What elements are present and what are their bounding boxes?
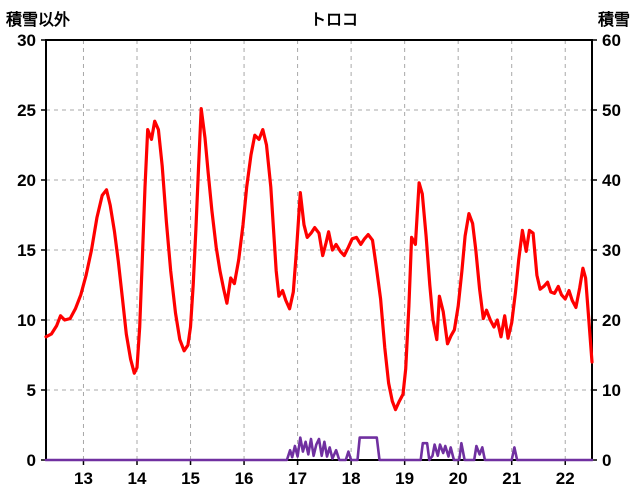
right-axis-tick-label: 20 <box>602 311 621 330</box>
x-axis-tick-label: 20 <box>449 469 468 488</box>
x-axis-tick-label: 16 <box>235 469 254 488</box>
right-axis-tick-label: 40 <box>602 171 621 190</box>
left-axis-tick-label: 10 <box>17 311 36 330</box>
left-axis-title: 積雪以外 <box>6 12 71 29</box>
right-axis-tick-label: 60 <box>602 31 621 50</box>
x-axis-tick-label: 22 <box>556 469 575 488</box>
chart-title: トロコ <box>309 12 358 29</box>
x-axis-tick-label: 17 <box>288 469 307 488</box>
right-axis-title: 積雪 <box>597 12 630 29</box>
left-axis-tick-label: 5 <box>27 381 36 400</box>
x-axis-tick-label: 14 <box>128 469 147 488</box>
left-axis-tick-label: 0 <box>27 451 36 470</box>
plot-frame <box>45 39 593 461</box>
right-axis-tick-label: 50 <box>602 101 621 120</box>
chart-header: 積雪以外 トロコ 積雪 <box>0 6 636 30</box>
x-axis-tick-label: 21 <box>502 469 521 488</box>
left-axis-tick-label: 25 <box>17 101 36 120</box>
right-axis-tick-label: 30 <box>602 241 621 260</box>
x-axis-tick-label: 18 <box>342 469 361 488</box>
series-line-main <box>44 106 594 412</box>
series-line-snow <box>44 436 594 462</box>
left-axis-tick-label: 30 <box>17 31 36 50</box>
right-axis-tick-label: 10 <box>602 381 621 400</box>
left-axis-tick-label: 20 <box>17 171 36 190</box>
x-axis-tick-label: 13 <box>74 469 93 488</box>
right-axis-tick-label: 0 <box>602 451 611 470</box>
axis-tick-labels: 0 5 10 15 20 25 30 0 10 20 30 40 50 60 13 14 15 16 17 18 19 2… <box>17 31 621 488</box>
gridlines <box>46 40 592 460</box>
x-axis-tick-label: 19 <box>395 469 414 488</box>
x-axis-tick-label: 15 <box>181 469 200 488</box>
left-axis-tick-label: 15 <box>17 241 36 260</box>
tick-marks <box>41 39 597 465</box>
